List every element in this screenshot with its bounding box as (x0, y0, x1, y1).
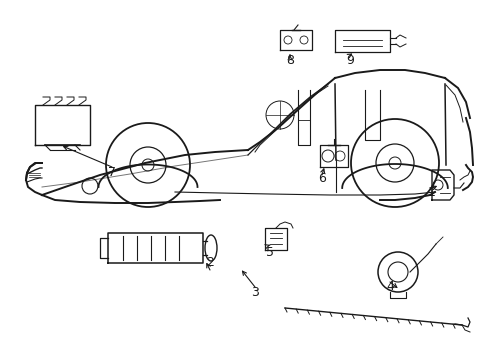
Text: 1: 1 (427, 185, 435, 198)
Text: 9: 9 (346, 54, 353, 68)
Text: 6: 6 (317, 172, 325, 185)
Text: 2: 2 (205, 256, 214, 270)
Text: 7: 7 (108, 166, 116, 179)
Text: 8: 8 (285, 54, 293, 68)
Text: 3: 3 (250, 285, 259, 298)
Text: 4: 4 (385, 279, 393, 292)
Text: 5: 5 (265, 246, 273, 258)
